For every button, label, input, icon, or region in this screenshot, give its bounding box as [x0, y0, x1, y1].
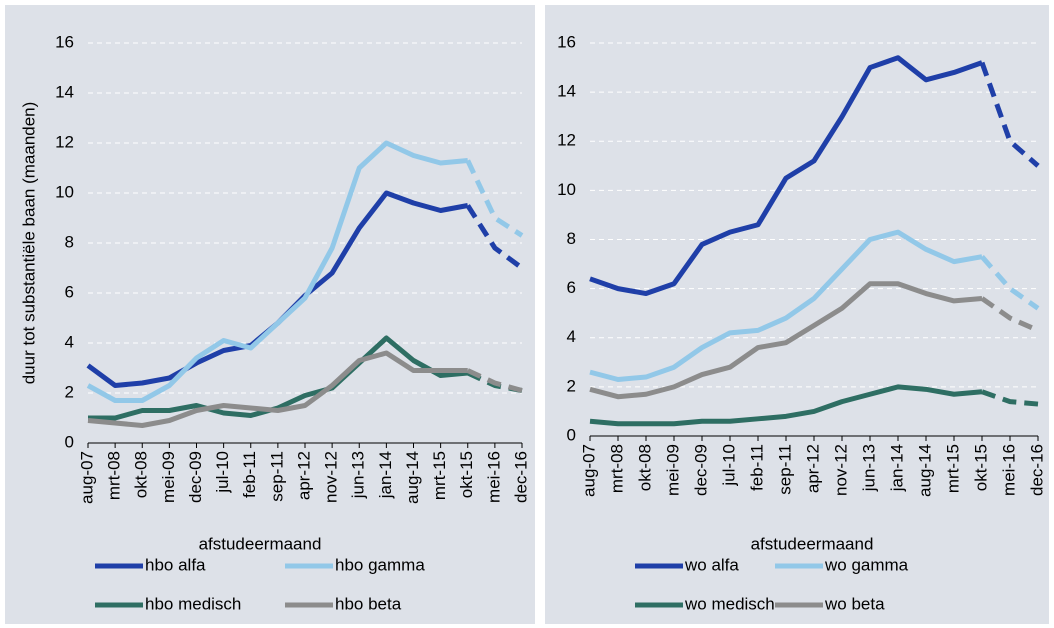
- x-tick-label: jul-10: [213, 451, 232, 494]
- y-tick-label: 6: [65, 282, 74, 301]
- y-tick-label: 8: [567, 229, 576, 248]
- x-tick-label: dec-09: [186, 451, 205, 503]
- x-tick-label: mei-09: [663, 444, 682, 496]
- legend-label: wo beta: [824, 594, 885, 613]
- x-tick-label: sep-11: [775, 444, 794, 495]
- legend-label: hbo beta: [335, 594, 402, 613]
- panel-background: [5, 5, 535, 624]
- x-tick-label: mrt-08: [607, 444, 626, 493]
- y-tick-label: 12: [557, 131, 576, 150]
- x-tick-label: mrt-15: [943, 444, 962, 493]
- x-tick-label: aug-14: [915, 444, 934, 497]
- y-tick-label: 14: [55, 82, 74, 101]
- legend-label: hbo alfa: [145, 555, 206, 574]
- y-tick-label: 16: [557, 32, 576, 51]
- x-tick-label: sep-11: [267, 451, 286, 502]
- x-tick-label: okt-15: [457, 451, 476, 498]
- series-line: [87, 350, 468, 428]
- x-tick-label: jun-13: [349, 451, 368, 499]
- y-tick-label: 0: [65, 432, 74, 451]
- y-tick-label: 14: [557, 82, 576, 101]
- legend-label: wo medisch: [684, 594, 775, 613]
- series-line: [589, 281, 983, 400]
- series-line-projection: [980, 296, 1040, 333]
- series-line-projection: [981, 389, 1039, 407]
- x-tick-label: mei-16: [999, 444, 1018, 496]
- series-line: [589, 55, 983, 297]
- y-tick-label: 6: [567, 278, 576, 297]
- y-tick-label: 2: [65, 382, 74, 401]
- x-tick-label: apr-12: [803, 444, 822, 493]
- x-tick-label: okt-15: [971, 444, 990, 491]
- y-tick-label: 12: [55, 132, 74, 151]
- y-tick-label: 16: [55, 32, 74, 51]
- x-tick-label: mrt-08: [105, 451, 124, 500]
- x-tick-label: feb-11: [240, 451, 259, 498]
- x-tick-label: nov-12: [322, 451, 341, 503]
- y-tick-label: 2: [567, 376, 576, 395]
- x-tick-label: okt-08: [635, 444, 654, 491]
- x-tick-label: jul-10: [719, 444, 738, 487]
- x-tick-label: aug-07: [579, 444, 598, 497]
- y-tick-label: 4: [65, 332, 74, 351]
- legend-label: wo alfa: [684, 555, 739, 574]
- x-tick-label: okt-08: [132, 451, 151, 498]
- series-line-projection: [465, 204, 524, 271]
- y-tick-label: 10: [557, 180, 576, 199]
- y-tick-label: 8: [65, 232, 74, 251]
- legend-label: hbo gamma: [335, 555, 425, 574]
- y-tick-label: 0: [567, 425, 576, 444]
- x-tick-label: aug-07: [77, 451, 96, 504]
- x-tick-label: mrt-15: [430, 451, 449, 500]
- series-line: [589, 384, 983, 427]
- x-tick-label: dec-09: [691, 444, 710, 496]
- legend-label: hbo medisch: [145, 594, 241, 613]
- y-axis-title: duur tot substantiële baan (maanden): [19, 102, 38, 385]
- x-tick-label: nov-12: [831, 444, 850, 496]
- series-line: [86, 140, 468, 403]
- y-tick-label: 10: [55, 182, 74, 201]
- x-tick-label: jan-14: [887, 444, 906, 492]
- x-tick-label: dec-16: [511, 451, 530, 503]
- legend-label: wo gamma: [824, 555, 909, 574]
- x-axis-title: afstudeermaand: [751, 534, 874, 553]
- series-line-projection: [979, 61, 1040, 168]
- series-line: [589, 229, 983, 383]
- x-tick-label: jan-14: [376, 451, 395, 499]
- series-line-projection: [466, 368, 523, 393]
- y-tick-label: 4: [567, 327, 576, 346]
- x-axis-title: afstudeermaand: [199, 534, 322, 553]
- x-tick-label: jun-13: [859, 444, 878, 492]
- panel-background: [545, 5, 1049, 624]
- x-tick-label: mei-09: [159, 451, 178, 503]
- x-tick-label: aug-14: [403, 451, 422, 504]
- x-tick-label: dec-16: [1027, 444, 1046, 496]
- x-tick-label: mei-16: [484, 451, 503, 503]
- x-tick-label: apr-12: [294, 451, 313, 500]
- x-tick-label: feb-11: [747, 444, 766, 491]
